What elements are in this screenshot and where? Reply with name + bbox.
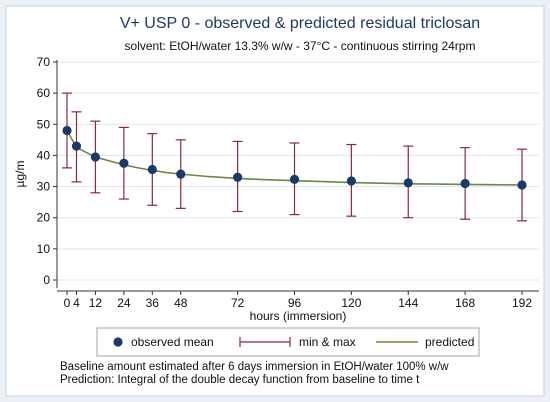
x-tick-label-12: 12 (89, 296, 103, 310)
grid-lines (58, 61, 539, 281)
x-tick-label-120: 120 (341, 296, 361, 310)
observed-markers (62, 125, 527, 190)
observed-point-96 (289, 174, 300, 185)
x-tick-label-72: 72 (231, 296, 245, 310)
observed-point-192 (517, 180, 527, 190)
y-tick-label-70: 70 (37, 55, 51, 69)
y-tick-label-50: 50 (37, 117, 51, 131)
x-tick-label-48: 48 (174, 296, 188, 310)
legend-label-predicted: predicted (425, 335, 474, 349)
note-baseline: Baseline amount estimated after 6 days i… (60, 361, 449, 373)
y-tick-label-10: 10 (37, 242, 51, 256)
observed-point-168 (460, 178, 470, 189)
x-tick-label-96: 96 (288, 296, 302, 310)
observed-point-72 (233, 172, 243, 182)
chart-subtitle: solvent: EtOH/water 13.3% w/w - 37°C - c… (125, 39, 476, 53)
predicted-line (66, 130, 523, 186)
y-tick-label-20: 20 (37, 211, 51, 225)
x-axis: 0 4 12 24 36 48 72 96 120 144 168 192 (57, 290, 539, 310)
x-tick-label-36: 36 (146, 296, 160, 310)
observed-point-36 (147, 164, 157, 175)
observed-point-4 (71, 141, 82, 151)
observed-point-24 (119, 158, 129, 168)
plot-area (57, 60, 539, 288)
x-tick-label-24: 24 (117, 296, 131, 310)
x-tick-label-0: 0 (64, 296, 71, 310)
legend-marker-minmax (239, 337, 291, 347)
x-tick-label-144: 144 (398, 296, 418, 310)
legend-marker-observed (113, 337, 123, 347)
note-prediction: Prediction: Integral of the double decay… (60, 374, 420, 386)
y-tick-label-30: 30 (37, 180, 51, 194)
x-tick-label-168: 168 (455, 296, 475, 310)
observed-point-12 (90, 152, 101, 162)
legend: observed mean min & max predicted (113, 335, 474, 349)
y-tick-label-0: 0 (43, 273, 50, 287)
x-tick-label-4: 4 (73, 296, 80, 310)
x-tick-label-192: 192 (512, 296, 532, 310)
x-axis-label: hours (immersion) (250, 309, 347, 323)
observed-point-120 (346, 176, 356, 186)
chart-title: V+ USP 0 - observed & predicted residual… (120, 15, 480, 32)
legend-label-observed: observed mean (131, 335, 214, 349)
y-tick-label-60: 60 (37, 86, 51, 100)
y-axis-label: µg/m (13, 161, 27, 188)
observed-point-144 (403, 178, 413, 188)
y-axis: 0 10 20 30 40 50 60 70 (37, 55, 58, 288)
y-tick-label-40: 40 (37, 148, 51, 162)
predicted-line-group (66, 130, 523, 186)
observed-point-48 (176, 169, 186, 179)
legend-label-minmax: min & max (299, 335, 356, 349)
observed-point-0 (62, 125, 72, 136)
